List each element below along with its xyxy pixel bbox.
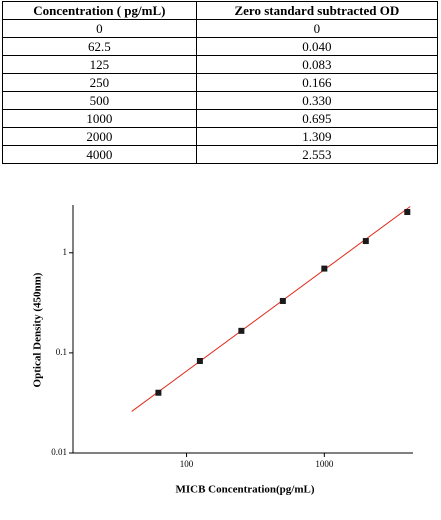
table-row: 250 0.166: [2, 73, 439, 92]
point: [404, 209, 411, 216]
y-tick-label: 0.1: [56, 347, 67, 357]
y-axis-label: Optical Density (450nm): [32, 272, 44, 387]
x-tick-label: 100: [180, 459, 194, 469]
x-axis-label: MICB Concentration(pg/mL): [175, 484, 314, 496]
point: [196, 357, 203, 364]
table-row: 1000 0.695: [2, 109, 439, 128]
table-cell: 250: [2, 73, 197, 92]
point: [362, 238, 369, 245]
table-row: 4000 2.553: [2, 145, 439, 164]
y-tick-label: 1: [63, 247, 68, 257]
data-table: Concentration ( pg/mL) Zero standard subt…: [2, 1, 439, 164]
y-tick-label: 0.01: [51, 447, 67, 457]
table-cell: 2.553: [195, 145, 439, 164]
fit-line: [131, 206, 411, 412]
point: [279, 297, 286, 304]
point: [155, 389, 162, 396]
point: [238, 327, 245, 334]
x-tick-label: 1000: [315, 459, 334, 469]
point: [321, 265, 328, 272]
table-body: 0 0 62.5 0.040 125 0.083 250 0.166 500 0.330 1000 0…: [2, 19, 439, 164]
